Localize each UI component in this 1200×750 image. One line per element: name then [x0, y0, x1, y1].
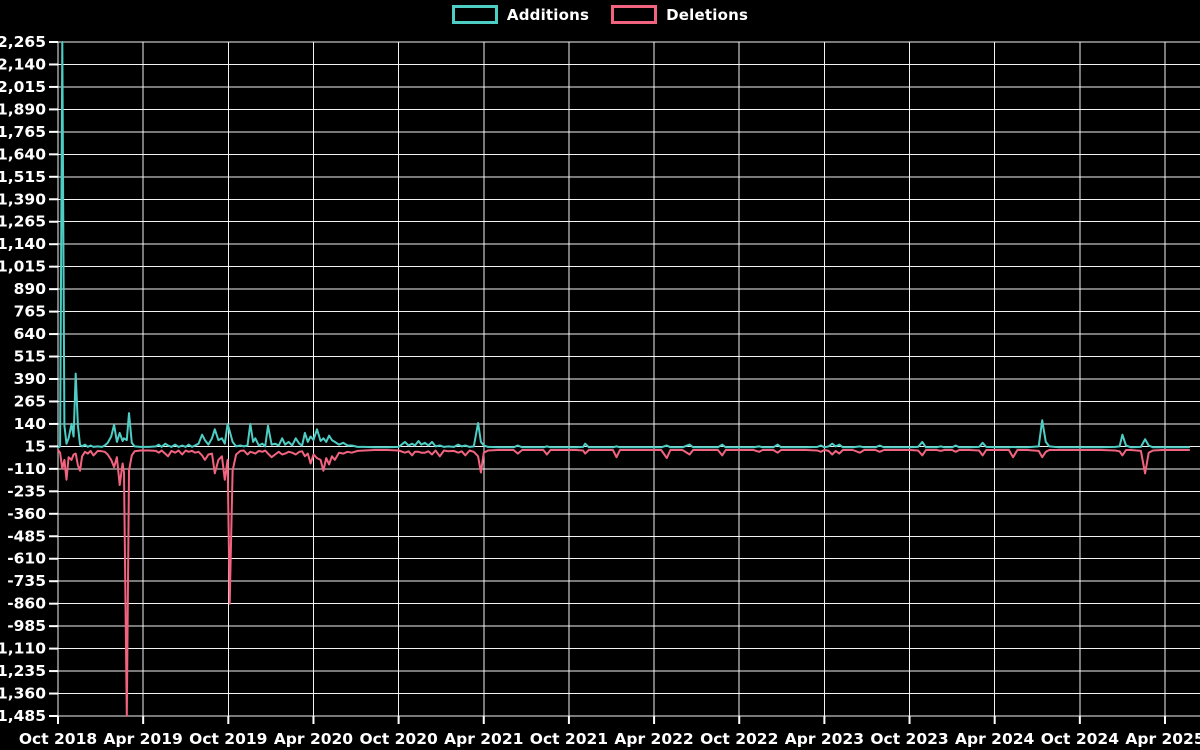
y-tick-label: 2,140	[0, 55, 46, 73]
x-tick-label: Oct 2022	[700, 730, 778, 748]
y-tick-label: -485	[7, 527, 46, 545]
y-tick-label: -1,485	[0, 707, 46, 725]
y-tick-label: -1,110	[0, 640, 46, 658]
x-tick-label: Oct 2021	[530, 730, 608, 748]
y-tick-label: 515	[14, 348, 46, 366]
x-tick-label: Apr 2023	[785, 730, 864, 748]
x-tick-label: Apr 2024	[955, 730, 1034, 748]
y-tick-label: 1,890	[0, 100, 46, 118]
x-tick-label: Apr 2025	[1125, 730, 1200, 748]
y-tick-label: -860	[7, 595, 46, 613]
y-tick-label: 640	[14, 325, 47, 343]
y-tick-label: -610	[7, 550, 46, 568]
y-tick-label: 1,640	[0, 145, 46, 163]
deletions-swatch-icon	[611, 5, 658, 24]
y-tick-label: 390	[14, 370, 47, 388]
y-tick-label: -360	[7, 505, 46, 523]
y-tick-label: -1,235	[0, 662, 46, 680]
additions-line[interactable]	[57, 41, 1191, 449]
x-tick-label: Oct 2019	[189, 730, 267, 748]
y-tick-label: -235	[7, 482, 46, 500]
y-tick-label: 1,515	[0, 168, 46, 186]
x-tick-label: Oct 2024	[1041, 730, 1120, 748]
y-tick-label: -985	[7, 617, 46, 635]
additions-legend-label: Additions	[506, 5, 590, 24]
x-tick-label: Oct 2018	[19, 730, 97, 748]
y-tick-label: 1,140	[0, 235, 46, 253]
y-tick-label: 890	[14, 280, 47, 298]
additions-swatch-icon	[451, 5, 498, 24]
x-tick-label: Apr 2020	[274, 730, 353, 748]
x-tick-label: Oct 2020	[359, 730, 438, 748]
y-tick-label: 1,765	[0, 123, 46, 141]
deletions-line[interactable]	[57, 448, 1191, 717]
chart-legend: Additions Deletions	[0, 5, 1200, 24]
x-tick-label: Apr 2021	[444, 730, 523, 748]
y-tick-label: 1,015	[0, 258, 46, 276]
y-tick-label: 765	[14, 303, 46, 321]
y-tick-label: 2,265	[0, 33, 46, 51]
y-tick-label: 15	[24, 437, 46, 455]
y-tick-label: 140	[14, 415, 47, 433]
deletions-legend-label: Deletions	[666, 5, 749, 24]
legend-item-additions[interactable]: Additions	[451, 5, 590, 24]
y-tick-label: -110	[7, 460, 46, 478]
legend-item-deletions[interactable]: Deletions	[611, 5, 748, 24]
y-tick-label: 1,390	[0, 190, 46, 208]
x-tick-label: Apr 2022	[614, 730, 693, 748]
y-tick-label: 1,265	[0, 213, 46, 231]
x-tick-label: Apr 2019	[104, 730, 183, 748]
y-tick-label: -1,360	[0, 685, 46, 703]
y-tick-label: 2,015	[0, 78, 46, 96]
y-tick-label: -735	[7, 572, 46, 590]
x-tick-label: Oct 2023	[870, 730, 948, 748]
y-tick-label: 265	[14, 392, 46, 410]
